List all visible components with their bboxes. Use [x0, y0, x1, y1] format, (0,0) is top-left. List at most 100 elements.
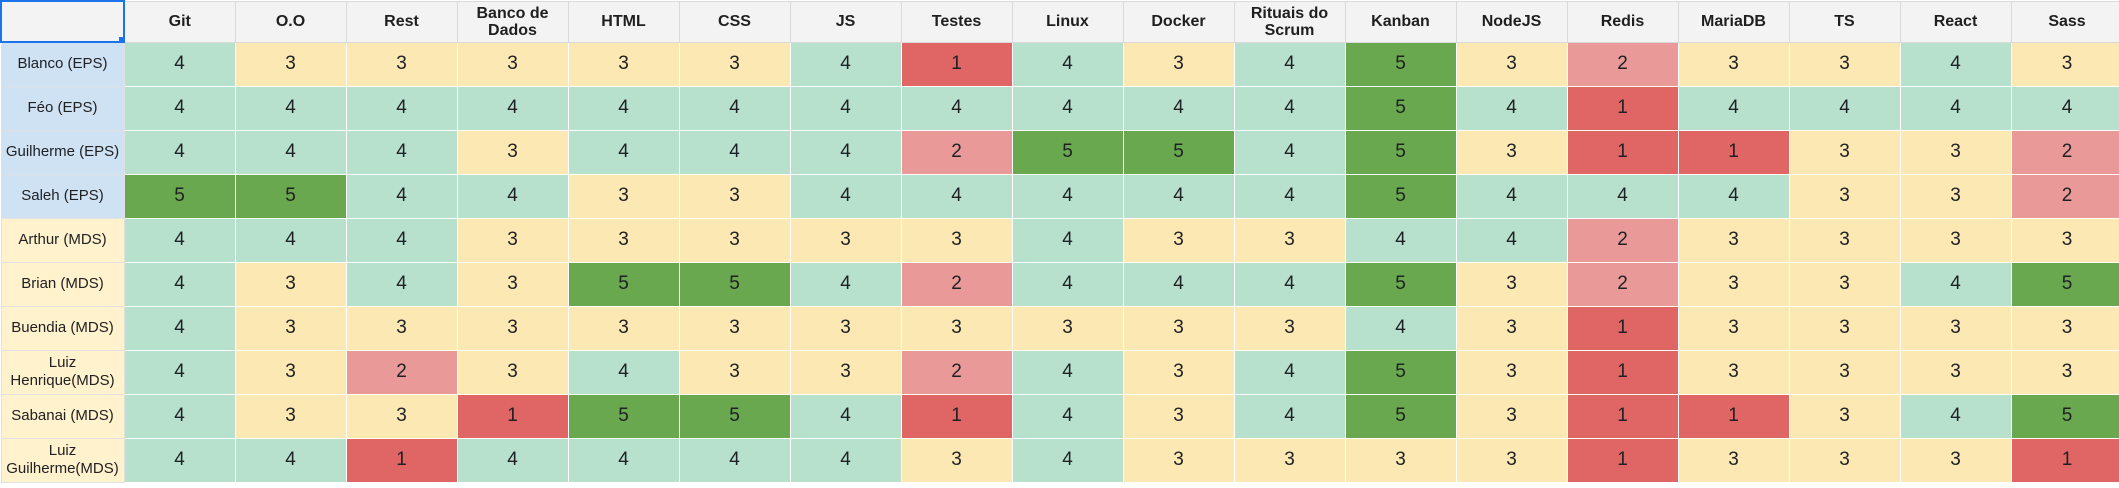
- score-cell[interactable]: 3: [1455, 261, 1568, 307]
- score-cell[interactable]: 3: [789, 349, 902, 395]
- score-cell[interactable]: 3: [1011, 305, 1124, 351]
- score-cell[interactable]: 3: [678, 305, 791, 351]
- score-cell[interactable]: 3: [678, 349, 791, 395]
- score-cell[interactable]: 4: [123, 393, 236, 439]
- row-name-cell[interactable]: Saleh (EPS): [0, 173, 125, 219]
- score-cell[interactable]: 4: [123, 349, 236, 395]
- score-cell[interactable]: 3: [567, 41, 680, 87]
- score-cell[interactable]: 3: [345, 393, 458, 439]
- score-cell[interactable]: 3: [1899, 437, 2012, 483]
- score-cell[interactable]: 4: [123, 85, 236, 131]
- score-cell[interactable]: 1: [900, 41, 1013, 87]
- score-cell[interactable]: 1: [345, 437, 458, 483]
- score-cell[interactable]: 3: [456, 261, 569, 307]
- score-cell[interactable]: 3: [1677, 41, 1790, 87]
- score-cell[interactable]: 3: [1677, 437, 1790, 483]
- score-cell[interactable]: 4: [789, 437, 902, 483]
- score-cell[interactable]: 3: [900, 305, 1013, 351]
- score-cell[interactable]: 4: [1122, 261, 1235, 307]
- fill-handle[interactable]: [118, 36, 122, 40]
- score-cell[interactable]: 2: [900, 129, 1013, 175]
- score-cell[interactable]: 4: [789, 41, 902, 87]
- score-cell[interactable]: 1: [1566, 85, 1679, 131]
- score-cell[interactable]: 3: [1899, 129, 2012, 175]
- score-cell[interactable]: 3: [1122, 41, 1235, 87]
- row-name-cell[interactable]: Arthur (MDS): [0, 217, 125, 263]
- score-cell[interactable]: 3: [234, 261, 347, 307]
- score-cell[interactable]: 3: [234, 41, 347, 87]
- score-cell[interactable]: 1: [2010, 437, 2119, 483]
- score-cell[interactable]: 4: [1677, 85, 1790, 131]
- column-header[interactable]: HTML: [567, 0, 680, 43]
- score-cell[interactable]: 3: [234, 305, 347, 351]
- score-cell[interactable]: 4: [345, 217, 458, 263]
- row-name-cell[interactable]: Luiz Guilherme(MDS): [0, 437, 125, 483]
- score-cell[interactable]: 3: [1899, 173, 2012, 219]
- score-cell[interactable]: 4: [567, 129, 680, 175]
- column-header[interactable]: Testes: [900, 0, 1013, 43]
- score-cell[interactable]: 4: [123, 129, 236, 175]
- score-cell[interactable]: 4: [1011, 173, 1124, 219]
- score-cell[interactable]: 5: [567, 393, 680, 439]
- score-cell[interactable]: 3: [900, 437, 1013, 483]
- score-cell[interactable]: 3: [1788, 261, 1901, 307]
- score-cell[interactable]: 3: [678, 217, 791, 263]
- score-cell[interactable]: 1: [1566, 349, 1679, 395]
- score-cell[interactable]: 3: [1788, 129, 1901, 175]
- score-cell[interactable]: 3: [900, 217, 1013, 263]
- score-cell[interactable]: 1: [456, 393, 569, 439]
- score-cell[interactable]: 5: [678, 393, 791, 439]
- score-cell[interactable]: 3: [1122, 305, 1235, 351]
- column-header[interactable]: Banco de Dados: [456, 0, 569, 43]
- column-header[interactable]: Kanban: [1344, 0, 1457, 43]
- score-cell[interactable]: 3: [1677, 217, 1790, 263]
- score-cell[interactable]: 5: [234, 173, 347, 219]
- column-header[interactable]: Rituais do Scrum: [1233, 0, 1346, 43]
- score-cell[interactable]: 3: [1677, 261, 1790, 307]
- score-cell[interactable]: 3: [1455, 129, 1568, 175]
- score-cell[interactable]: 5: [567, 261, 680, 307]
- row-name-cell[interactable]: Blanco (EPS): [0, 41, 125, 87]
- column-header[interactable]: Linux: [1011, 0, 1124, 43]
- score-cell[interactable]: 3: [1455, 437, 1568, 483]
- column-header[interactable]: JS: [789, 0, 902, 43]
- score-cell[interactable]: 2: [2010, 173, 2119, 219]
- score-cell[interactable]: 3: [1233, 217, 1346, 263]
- score-cell[interactable]: 2: [900, 261, 1013, 307]
- score-cell[interactable]: 3: [1899, 305, 2012, 351]
- score-cell[interactable]: 3: [567, 305, 680, 351]
- score-cell[interactable]: 4: [1233, 41, 1346, 87]
- score-cell[interactable]: 2: [1566, 41, 1679, 87]
- score-cell[interactable]: 3: [678, 173, 791, 219]
- score-cell[interactable]: 4: [1233, 173, 1346, 219]
- score-cell[interactable]: 3: [1788, 305, 1901, 351]
- score-cell[interactable]: 3: [1455, 349, 1568, 395]
- score-cell[interactable]: 2: [1566, 217, 1679, 263]
- score-cell[interactable]: 4: [345, 173, 458, 219]
- score-cell[interactable]: 3: [678, 41, 791, 87]
- column-header[interactable]: Sass: [2010, 0, 2119, 43]
- score-cell[interactable]: 4: [1011, 41, 1124, 87]
- score-cell[interactable]: 1: [1566, 437, 1679, 483]
- selected-cell[interactable]: [0, 0, 125, 43]
- score-cell[interactable]: 3: [1677, 349, 1790, 395]
- score-cell[interactable]: 4: [567, 349, 680, 395]
- score-cell[interactable]: 5: [1344, 349, 1457, 395]
- score-cell[interactable]: 4: [123, 261, 236, 307]
- score-cell[interactable]: 4: [1899, 261, 2012, 307]
- score-cell[interactable]: 5: [2010, 393, 2119, 439]
- score-cell[interactable]: 4: [1344, 305, 1457, 351]
- score-cell[interactable]: 4: [678, 437, 791, 483]
- score-cell[interactable]: 4: [900, 85, 1013, 131]
- score-cell[interactable]: 3: [456, 305, 569, 351]
- score-cell[interactable]: 4: [789, 261, 902, 307]
- score-cell[interactable]: 3: [345, 305, 458, 351]
- score-cell[interactable]: 4: [1899, 85, 2012, 131]
- row-name-cell[interactable]: Buendia (MDS): [0, 305, 125, 351]
- score-cell[interactable]: 4: [1899, 41, 2012, 87]
- score-cell[interactable]: 4: [234, 217, 347, 263]
- score-cell[interactable]: 3: [1455, 305, 1568, 351]
- score-cell[interactable]: 3: [1233, 437, 1346, 483]
- score-cell[interactable]: 5: [1344, 129, 1457, 175]
- score-cell[interactable]: 3: [1455, 41, 1568, 87]
